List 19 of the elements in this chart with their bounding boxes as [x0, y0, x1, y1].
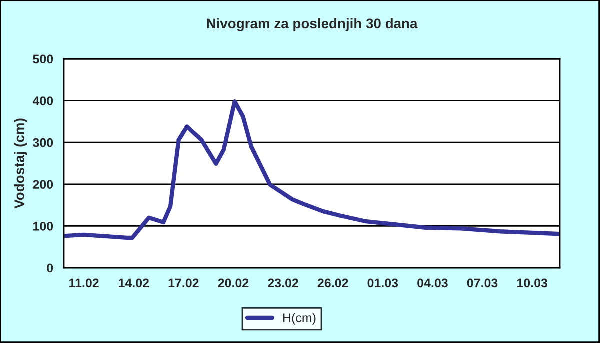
- x-tick-label: 10.03: [517, 278, 548, 288]
- x-tick-label: 01.03: [368, 278, 398, 288]
- y-tick-label: 0: [47, 264, 54, 273]
- x-tick-label: 11.02: [70, 278, 99, 288]
- y-tick-label: 300: [33, 138, 54, 148]
- y-axis-title: Vodostaj (cm): [14, 118, 28, 209]
- y-tick-label: 200: [33, 180, 54, 190]
- x-tick-label: 26.02: [318, 278, 348, 288]
- x-tick-label: 14.02: [119, 278, 150, 288]
- x-tick-label: 20.02: [218, 278, 249, 288]
- y-tick-label: 100: [34, 222, 54, 231]
- x-tick-label: 17.02: [168, 278, 199, 288]
- y-tick-label: 500: [33, 54, 54, 64]
- legend-label: H(cm): [284, 313, 316, 325]
- chart-title: Nivogram za poslednjih 30 dana: [207, 18, 418, 32]
- x-tick-label: 07.03: [467, 278, 498, 288]
- x-tick-label: 04.03: [418, 278, 448, 288]
- y-tick-label: 400: [32, 96, 54, 106]
- x-tick-label: 23.02: [268, 278, 298, 288]
